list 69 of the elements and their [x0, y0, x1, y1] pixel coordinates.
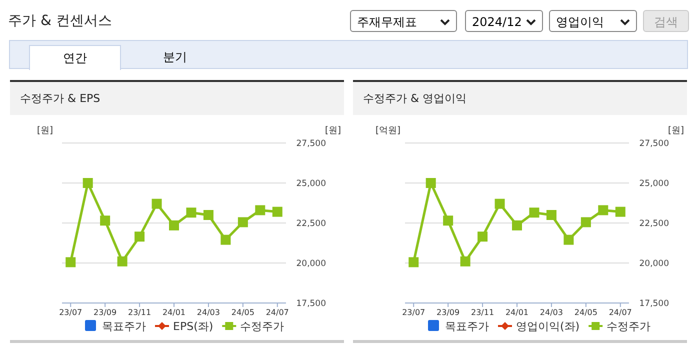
x-tick-label: 23/11	[471, 308, 494, 317]
x-tick-label: 23/11	[128, 308, 152, 317]
x-tick-label: 24/01	[162, 308, 186, 317]
point	[546, 210, 556, 220]
x-tick-label: 24/05	[574, 308, 598, 317]
point	[238, 217, 248, 228]
point	[408, 257, 419, 268]
point	[117, 256, 128, 266]
y2-tick-label: 27,500	[639, 139, 669, 149]
y2-tick-label: 17,500	[296, 299, 326, 309]
y2-axis-title: [원]	[324, 126, 342, 136]
legend-label: EPS(좌)	[173, 320, 214, 333]
text: 분기	[162, 49, 188, 66]
point	[580, 217, 591, 228]
point	[443, 216, 454, 226]
legend-label: 목표주가	[445, 320, 489, 333]
y2-tick-label: 27,500	[296, 139, 326, 149]
x-tick-label: 24/05	[231, 308, 254, 317]
point	[66, 257, 76, 268]
point	[598, 205, 608, 216]
point	[186, 208, 196, 218]
text: 영업이익	[549, 10, 637, 32]
text: 주가 & 컨센서스	[8, 12, 112, 30]
x-tick-label: 24/03	[196, 308, 220, 317]
y2-tick-label: 20,000	[639, 259, 669, 269]
y2-tick-label: 22,500	[639, 219, 669, 229]
x-tick-label: 24/01	[505, 308, 529, 317]
x-tick-label: 24/07	[608, 308, 632, 317]
legend-label: 수정주가	[606, 320, 651, 333]
point	[220, 234, 231, 245]
y-axis-title: [억원]	[375, 126, 401, 136]
point	[494, 198, 505, 209]
y2-tick-label: 25,000	[639, 179, 669, 189]
text: 주재무제표	[350, 10, 457, 32]
y-axis-title: [원]	[36, 126, 54, 136]
legend-label: 영업이익(좌)	[516, 320, 580, 333]
point	[152, 198, 162, 209]
point	[134, 232, 145, 242]
legend-label: 수정주가	[240, 320, 284, 333]
point	[100, 216, 110, 226]
text: 연간	[29, 45, 121, 70]
point	[426, 178, 436, 188]
y2-tick-label: 25,000	[296, 179, 326, 189]
chart-title: 수정주가 & 영업이익	[363, 92, 467, 105]
point	[255, 205, 266, 216]
legend-label: 목표주가	[102, 320, 146, 333]
x-tick-label: 24/03	[540, 308, 563, 317]
point	[203, 210, 214, 220]
point	[478, 232, 488, 242]
point	[460, 256, 470, 266]
point	[169, 220, 179, 230]
chart-title: 수정주가 & EPS	[20, 92, 100, 105]
text: 2024/12	[465, 10, 543, 32]
y2-tick-label: 17,500	[639, 299, 669, 309]
text: 검색	[643, 10, 689, 32]
x-tick-label: 23/09	[94, 308, 117, 317]
y2-tick-label: 20,000	[296, 259, 326, 269]
point	[529, 208, 540, 218]
x-tick-label: 23/09	[436, 308, 460, 317]
y2-axis-title: [원]	[668, 126, 684, 136]
point	[564, 234, 574, 245]
point	[615, 206, 626, 217]
point	[82, 178, 93, 188]
y2-tick-label: 22,500	[296, 219, 326, 229]
point	[272, 206, 282, 217]
x-tick-label: 23/07	[402, 308, 426, 317]
x-tick-label: 23/07	[59, 308, 82, 317]
point	[512, 220, 522, 230]
x-tick-label: 24/07	[266, 308, 289, 317]
